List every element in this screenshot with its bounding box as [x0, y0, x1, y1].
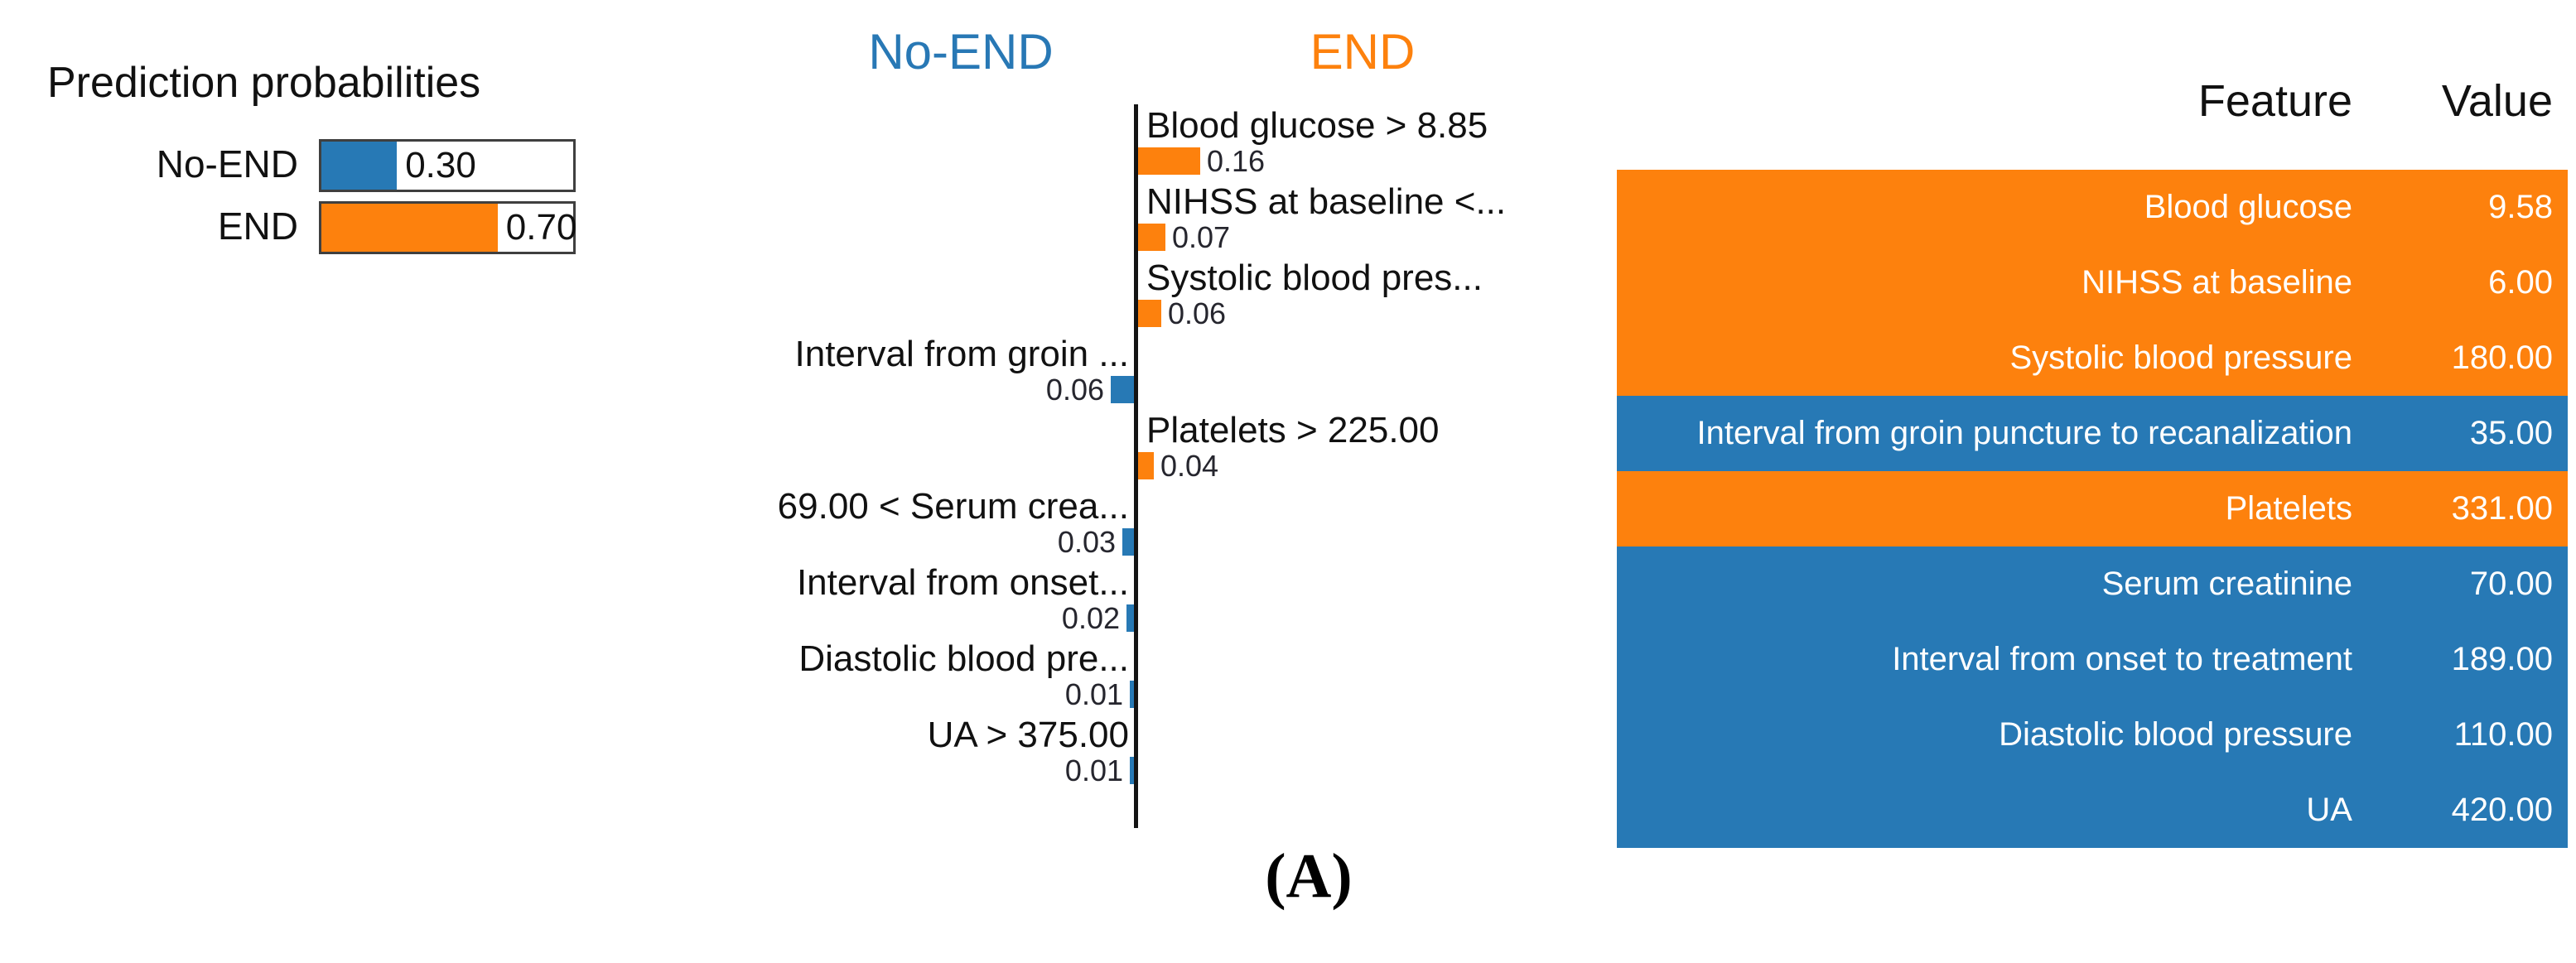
feature-value-table-body: Blood glucose 9.58 NIHSS at baseline 6.00 Sy… — [1617, 170, 2568, 848]
table-row: NIHSS at baseline 6.00 — [1617, 245, 2568, 320]
lime-bar — [1111, 376, 1134, 403]
lime-feature-label: Systolic blood pres... — [1146, 258, 1483, 298]
class-header-no-end: No-END — [868, 24, 1054, 79]
lime-feature-label: Interval from onset... — [796, 562, 1129, 603]
lime-bar-value: 0.16 — [1207, 144, 1266, 178]
value-cell: 110.00 — [2453, 716, 2553, 753]
lime-feature-label: 69.00 < Serum crea... — [777, 486, 1129, 527]
value-cell: 70.00 — [2469, 566, 2553, 602]
feature-cell: Systolic blood pressure — [2009, 339, 2352, 376]
lime-bar-value: 0.06 — [1168, 296, 1227, 330]
feature-cell: Platelets — [2225, 490, 2352, 527]
pred-bar-fill — [321, 204, 498, 252]
lime-feature-label: Blood glucose > 8.85 — [1146, 105, 1488, 146]
lime-bar-value: 0.01 — [1064, 754, 1123, 787]
pred-bar-fill — [321, 142, 398, 190]
pred-bar-value: 0.30 — [405, 145, 476, 185]
feature-cell: Interval from groin puncture to recanali… — [1696, 415, 2352, 451]
lime-axis — [1134, 104, 1138, 828]
pred-bar-value: 0.70 — [505, 207, 577, 248]
prediction-probabilities-panel: Prediction probabilities No-END 0.30 END 0.… — [0, 0, 663, 397]
value-cell: 9.58 — [2488, 189, 2553, 225]
lime-explanation-chart: No-END END Blood glucose > 8.85 0.16 NIHSS… — [745, 0, 1615, 845]
lime-bar — [1126, 604, 1134, 632]
lime-bar-value: 0.02 — [1061, 601, 1120, 635]
table-header-feature: Feature — [2197, 76, 2352, 126]
lime-bar — [1138, 147, 1200, 175]
table-row: UA 420.00 — [1617, 773, 2568, 848]
value-cell: 6.00 — [2488, 264, 2553, 301]
lime-feature-label: UA > 375.00 — [927, 715, 1129, 755]
lime-bar — [1138, 300, 1161, 327]
lime-bar — [1130, 757, 1134, 784]
table-row: Interval from groin puncture to recanali… — [1617, 396, 2568, 471]
pred-bar-label: No-END — [156, 142, 298, 185]
lime-bar-value: 0.04 — [1160, 449, 1219, 483]
pred-bar-track: 0.30 — [319, 139, 576, 192]
value-cell: 35.00 — [2469, 415, 2553, 451]
pred-bar-label: END — [217, 205, 298, 248]
lime-bar-value: 0.03 — [1057, 525, 1116, 559]
lime-bar-value: 0.07 — [1172, 220, 1231, 254]
lime-feature-label: Diastolic blood pre... — [798, 638, 1129, 679]
feature-cell: NIHSS at baseline — [2082, 264, 2352, 301]
lime-feature-label: Interval from groin ... — [794, 334, 1129, 374]
feature-cell: Diastolic blood pressure — [1999, 716, 2352, 753]
lime-feature-label: Platelets > 225.00 — [1146, 410, 1440, 450]
figure-caption: (A) — [1265, 841, 1353, 911]
table-row: Platelets 331.00 — [1617, 471, 2568, 547]
class-header-end: END — [1310, 24, 1416, 79]
feature-cell: Serum creatinine — [2101, 566, 2352, 602]
feature-cell: UA — [2306, 792, 2352, 828]
value-cell: 180.00 — [2451, 339, 2553, 376]
table-row: Serum creatinine 70.00 — [1617, 547, 2568, 622]
lime-bar — [1138, 452, 1154, 479]
lime-bar — [1122, 528, 1134, 556]
lime-bar — [1138, 224, 1165, 251]
pred-bar-track: 0.70 — [319, 201, 576, 254]
table-row: Diastolic blood pressure 110.00 — [1617, 697, 2568, 773]
feature-cell: Blood glucose — [2144, 189, 2352, 225]
lime-bar-value: 0.01 — [1064, 677, 1123, 711]
prediction-panel-title: Prediction probabilities — [47, 59, 481, 107]
feature-cell: Interval from onset to treatment — [1892, 641, 2352, 677]
value-cell: 420.00 — [2451, 792, 2553, 828]
table-row: Blood glucose 9.58 — [1617, 170, 2568, 245]
lime-feature-label: NIHSS at baseline <... — [1146, 181, 1507, 222]
table-header-value: Value — [2441, 76, 2553, 126]
lime-bar-value: 0.06 — [1045, 373, 1104, 407]
lime-bar — [1130, 681, 1134, 708]
value-cell: 331.00 — [2451, 490, 2553, 527]
value-cell: 189.00 — [2451, 641, 2553, 677]
table-row: Interval from onset to treatment 189.00 — [1617, 622, 2568, 697]
table-row: Systolic blood pressure 180.00 — [1617, 320, 2568, 396]
